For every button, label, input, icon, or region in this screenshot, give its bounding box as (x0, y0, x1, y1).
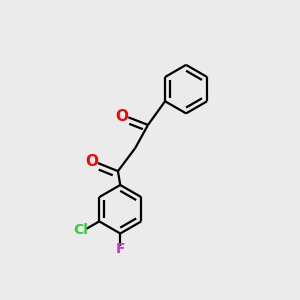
Text: O: O (116, 109, 128, 124)
Text: Cl: Cl (73, 223, 88, 237)
Text: F: F (116, 242, 125, 256)
Text: O: O (85, 154, 98, 169)
